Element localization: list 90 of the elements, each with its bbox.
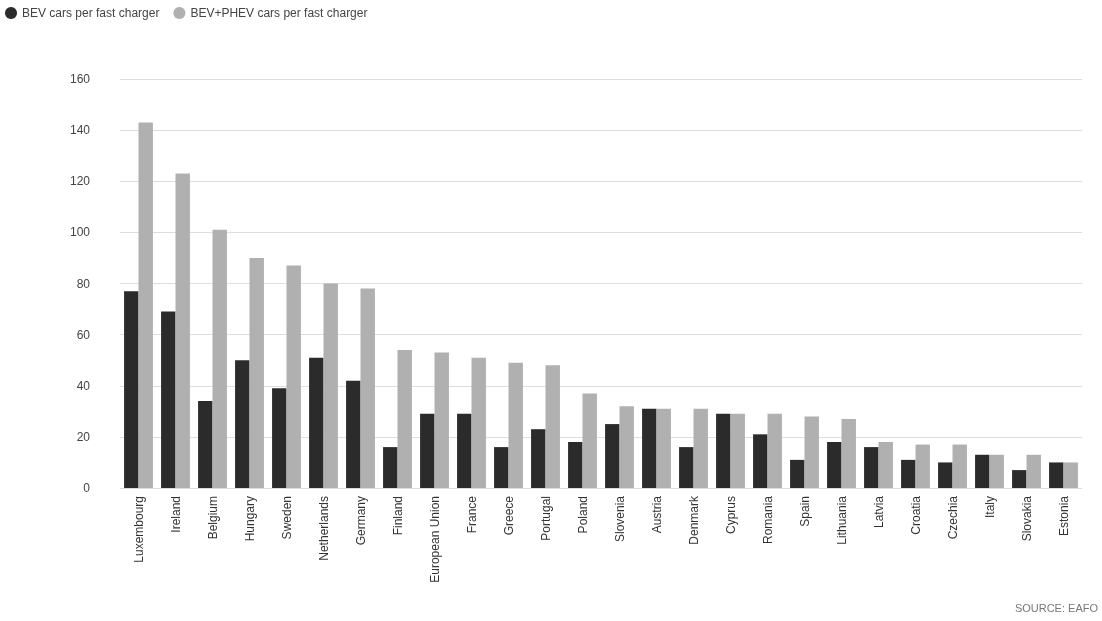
legend-label: BEV cars per fast charger <box>22 6 160 20</box>
bar <box>383 447 398 488</box>
x-tick-label: Croatia <box>908 495 923 535</box>
bar <box>619 406 634 488</box>
bar <box>901 459 916 488</box>
y-tick-label: 100 <box>69 225 91 240</box>
bar <box>198 401 213 488</box>
bar <box>864 447 879 488</box>
x-tick-label: Slovenia <box>612 495 627 543</box>
bar <box>175 173 190 488</box>
y-tick-label: 20 <box>76 429 91 444</box>
bar <box>915 444 930 488</box>
x-tick-label: Netherlands <box>316 496 331 561</box>
source-note: SOURCE: EAFO <box>1014 601 1099 614</box>
x-tick-label: Finland <box>390 496 405 536</box>
bar <box>878 441 893 488</box>
bar <box>323 283 338 488</box>
x-tick-label: Belgium <box>205 496 220 540</box>
bar <box>138 122 153 488</box>
bar <box>235 360 250 488</box>
bar <box>272 388 287 488</box>
bar <box>545 365 560 488</box>
x-tick-label: Austria <box>649 495 664 534</box>
bar <box>790 459 805 488</box>
x-tick-label: Estonia <box>1056 495 1071 537</box>
y-tick-label: 80 <box>76 276 91 291</box>
bar <box>434 352 449 488</box>
bar <box>656 408 671 488</box>
bar <box>249 257 264 488</box>
bar <box>841 418 856 488</box>
bar <box>494 447 509 488</box>
bar <box>457 413 472 488</box>
y-tick-label: 60 <box>76 327 91 342</box>
bar <box>827 441 842 488</box>
bar <box>568 441 583 488</box>
bar <box>1049 462 1064 488</box>
x-tick-label: Romania <box>760 495 775 545</box>
bar <box>360 288 375 488</box>
bar <box>679 447 694 488</box>
x-tick-label: France <box>464 495 479 534</box>
bar <box>989 454 1004 488</box>
bar <box>693 408 708 488</box>
x-tick-label: Greece <box>501 495 516 536</box>
x-tick-label: Czechia <box>945 495 960 540</box>
x-tick-label: Cyprus <box>723 496 738 535</box>
bar <box>605 424 620 488</box>
y-tick-label: 120 <box>69 174 91 189</box>
x-tick-label: Denmark <box>686 495 701 545</box>
bar <box>938 462 953 488</box>
bar <box>212 229 227 488</box>
x-tick-label: Spain <box>797 496 812 527</box>
bar <box>582 393 597 488</box>
y-tick-label: 0 <box>83 481 91 495</box>
bar <box>753 434 768 488</box>
y-tick-label: 160 <box>69 72 91 86</box>
bar <box>397 349 412 488</box>
bar <box>730 413 745 488</box>
x-tick-label: Latvia <box>871 495 886 529</box>
bar <box>975 454 990 488</box>
bar <box>309 357 324 488</box>
bar <box>124 291 139 488</box>
bar <box>767 413 782 488</box>
x-tick-label: Hungary <box>242 496 257 542</box>
bar <box>716 413 731 488</box>
x-tick-label: Luxembourg <box>131 496 146 563</box>
bar <box>346 380 361 488</box>
y-tick-label: 40 <box>76 378 91 393</box>
bar <box>531 429 546 488</box>
x-tick-label: European Union <box>427 496 442 583</box>
bar <box>1026 454 1041 488</box>
y-tick-label: 140 <box>69 123 91 138</box>
bar <box>471 357 486 488</box>
x-tick-label: Lithuania <box>834 495 849 545</box>
bar <box>804 416 819 488</box>
x-tick-label: Italy <box>982 496 997 519</box>
bar <box>1063 462 1078 488</box>
x-tick-label: Germany <box>353 496 368 546</box>
legend-label: BEV+PHEV cars per fast charger <box>190 6 368 20</box>
x-tick-label: Slovakia <box>1019 495 1034 542</box>
x-tick-label: Portugal <box>538 496 553 541</box>
bar <box>1012 470 1027 488</box>
bar <box>952 444 967 488</box>
bar <box>286 265 301 488</box>
x-tick-label: Sweden <box>279 496 294 540</box>
bar <box>642 408 657 488</box>
bar <box>161 311 176 488</box>
x-tick-label: Poland <box>575 496 590 534</box>
bar <box>420 413 435 488</box>
x-tick-label: Ireland <box>168 496 183 533</box>
bar <box>508 362 523 488</box>
